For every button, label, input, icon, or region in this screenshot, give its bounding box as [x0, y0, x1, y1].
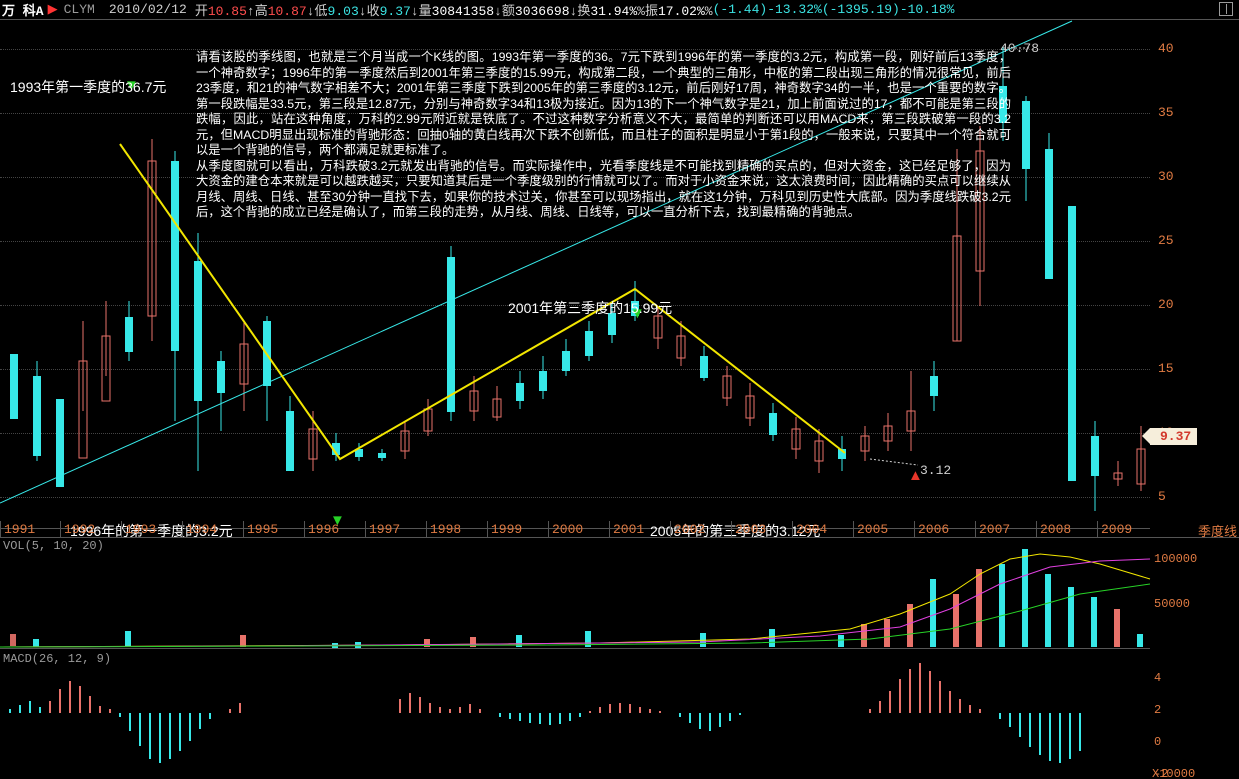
macd-tick-0: 0 — [1154, 735, 1161, 749]
year-tick-1996: 1996 — [304, 521, 365, 538]
x-axis-row: 1991 1992 1993 1994 1995 1996 1997 1998 … — [0, 521, 1239, 538]
year-tick-1993: 1993 — [121, 521, 182, 538]
macd-bars — [0, 651, 1150, 779]
year-tick-2005: 2005 — [853, 521, 914, 538]
year-tick-1995: 1995 — [243, 521, 304, 538]
year-tick-2004: 2004 — [792, 521, 853, 538]
year-tick-1999: 1999 — [487, 521, 548, 538]
price-tick-25: 25 — [1158, 233, 1174, 248]
price-tick-5: 5 — [1158, 489, 1166, 504]
turnover-label: 换31.94%% — [577, 0, 645, 19]
year-tick-2002: 2002 — [670, 521, 731, 538]
high-label: 高10.87↓ — [255, 0, 315, 19]
year-tick-2008: 2008 — [1036, 521, 1097, 538]
window-control-icon[interactable] — [1219, 2, 1233, 16]
volume-chart-panel[interactable]: 盘整背驰最有用的，就是用在大级别上，特别是至少周线级别以上的，这种盘整背驰所发现… — [0, 539, 1150, 649]
year-tick-2009: 2009 — [1097, 521, 1150, 538]
year-tick-2000: 2000 — [548, 521, 609, 538]
date-label: 2010/02/12 — [109, 2, 187, 17]
macd-tick-2: 2 — [1154, 703, 1161, 717]
period-type-label: 季度线 — [1198, 521, 1237, 540]
macd-tick-4: 4 — [1154, 671, 1161, 685]
price-tick-40: 40 — [1158, 41, 1174, 56]
stock-code-label: CLYM — [64, 2, 95, 17]
year-tick-2006: 2006 — [914, 521, 975, 538]
change-label: (-1.44)-13.32% — [713, 2, 822, 17]
index-label: (-1395.19)-10.18% — [822, 2, 955, 17]
close-label: 收9.37↓ — [367, 0, 419, 19]
header-bar: 万 科A ▶ CLYM 2010/02/12 开10.85↑ 高10.87↓ 低… — [0, 0, 1239, 20]
stock-chart-app: 万 科A ▶ CLYM 2010/02/12 开10.85↑ 高10.87↓ 低… — [0, 0, 1239, 779]
macd-tick-neg2: -2 — [1154, 767, 1168, 779]
year-tick-2007: 2007 — [975, 521, 1036, 538]
volume-moving-averages — [0, 539, 1150, 649]
price-tick-20: 20 — [1158, 297, 1174, 312]
year-tick-2003: 2003 — [731, 521, 792, 538]
price-chart-panel[interactable]: ▼ ▼ ▼ ▲ 1993年第一季度的36.7元 1996年的第一季度的3.2元 … — [0, 21, 1150, 529]
open-label: 开10.85↑ — [195, 0, 255, 19]
macd-chart-panel[interactable]: 教你炒股票27： 盘整背驰与历史性底部 — [0, 651, 1150, 779]
trend-arrow-icon: ▶ — [48, 2, 58, 17]
amount-label: 额3036698↓ — [502, 0, 577, 19]
year-tick-1998: 1998 — [426, 521, 487, 538]
year-tick-2001: 2001 — [609, 521, 670, 538]
current-price-badge[interactable]: 9.37 — [1150, 428, 1197, 445]
price-tick-35: 35 — [1158, 105, 1174, 120]
stock-name-label: 万 科A — [2, 0, 44, 19]
year-tick-1992: 1992 — [60, 521, 121, 538]
year-tick-1994: 1994 — [182, 521, 243, 538]
price-y-axis: 40 35 30 25 20 15 10 5 — [1150, 21, 1239, 529]
year-tick-1991: 1991 — [0, 521, 60, 538]
volume-tick-50000: 50000 — [1154, 597, 1190, 611]
year-tick-1997: 1997 — [365, 521, 426, 538]
amplitude-label: 振17.02%% — [645, 0, 713, 19]
macd-y-axis: 4 2 0 -2 — [1150, 651, 1239, 779]
volume-tick-100000: 100000 — [1154, 552, 1197, 566]
low-label: 低9.03↓ — [315, 0, 367, 19]
chart-explanation-paragraph: 请看该股的季线图，也就是三个月当成一个K线的图。1993年第一季度的36。7元下… — [196, 50, 1011, 221]
volume-y-axis: 100000 50000 — [1150, 539, 1239, 649]
price-tick-15: 15 — [1158, 361, 1174, 376]
volume-label: 量30841358↓ — [419, 0, 502, 19]
price-tick-30: 30 — [1158, 169, 1174, 184]
